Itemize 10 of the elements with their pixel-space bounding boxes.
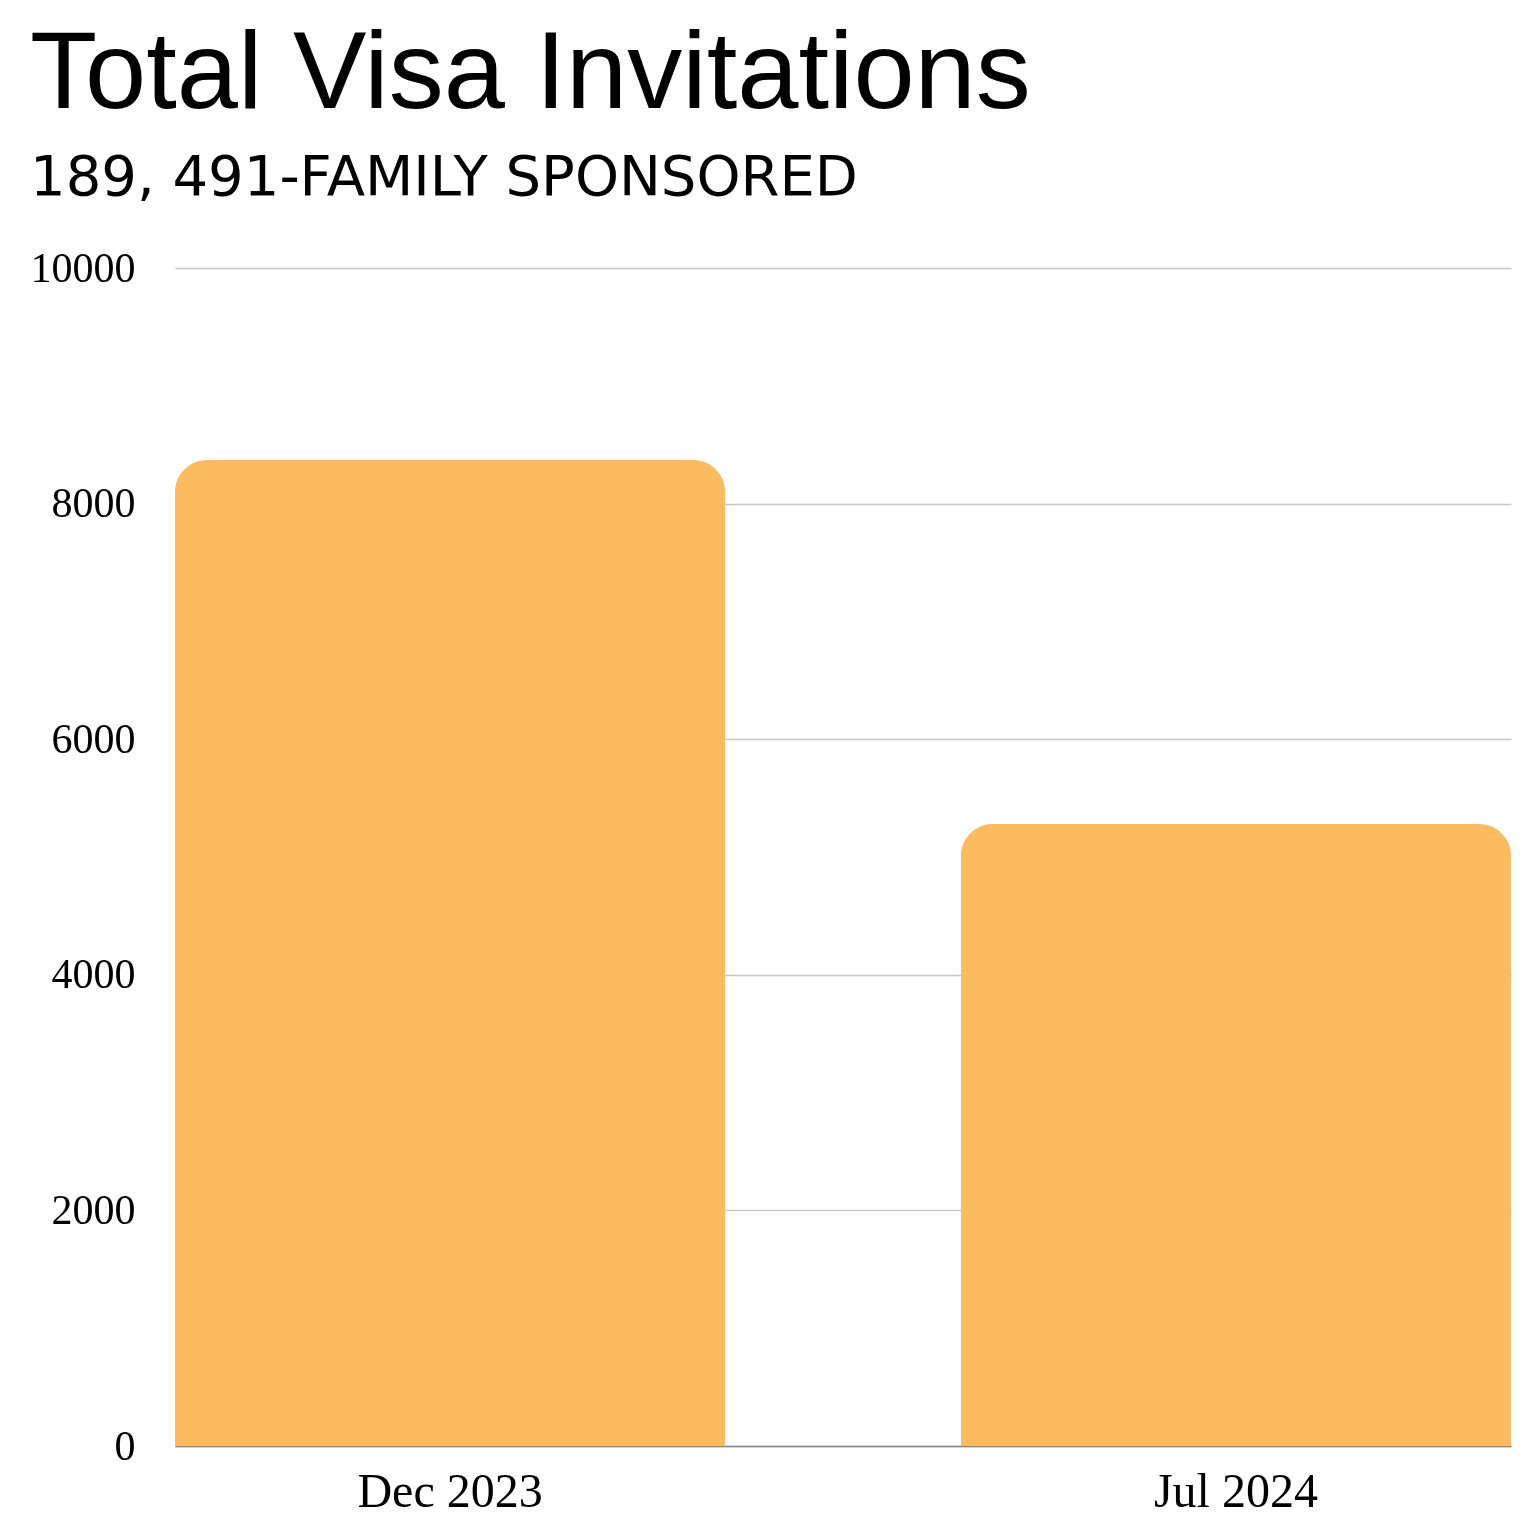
y-tick-label: 4000: [51, 951, 136, 998]
x-tick-label: Dec 2023: [357, 1463, 543, 1517]
x-tick-label: Jul 2024: [1153, 1463, 1318, 1517]
y-tick-label: 2000: [51, 1186, 136, 1233]
y-tick-label: 0: [114, 1422, 136, 1469]
y-tick-label: 8000: [51, 480, 136, 527]
y-tick-label: 10000: [30, 244, 136, 291]
chart-subtitle: 189, 491-FAMILY SPONSORED: [30, 143, 858, 208]
chart-title: Total Visa Invitations: [30, 8, 1031, 131]
y-tick-label: 6000: [51, 715, 136, 762]
